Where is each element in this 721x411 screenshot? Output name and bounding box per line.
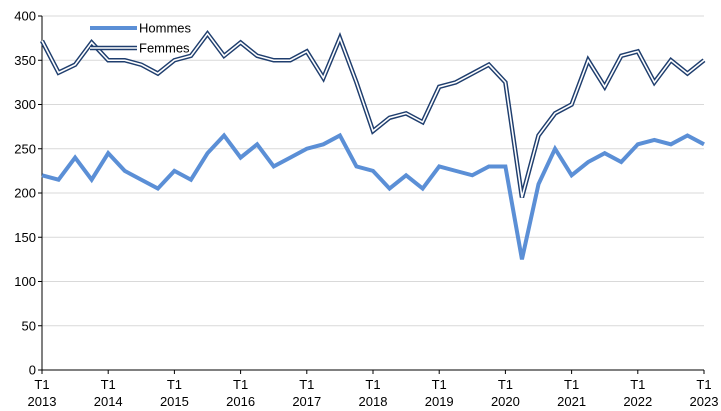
x-tick-label-year: 2015 — [160, 394, 189, 409]
gridlines — [42, 15, 704, 327]
y-tick-label: 200 — [14, 186, 36, 201]
x-tick-label-year: 2020 — [491, 394, 520, 409]
y-tick-label: 100 — [14, 274, 36, 289]
y-tick-label: 50 — [22, 318, 36, 333]
legend-label-hommes: Hommes — [139, 21, 192, 36]
x-tick-label-quarter: T1 — [233, 377, 248, 392]
y-tick-label: 150 — [14, 230, 36, 245]
axes — [38, 15, 705, 374]
x-tick-label-year: 2016 — [226, 394, 255, 409]
x-tick-label-quarter: T1 — [101, 377, 116, 392]
y-tick-label: 350 — [14, 53, 36, 68]
x-tick-label-quarter: T1 — [564, 377, 579, 392]
series-line-hommes — [41, 132, 705, 260]
legend: Hommes Femmes — [90, 21, 192, 56]
x-tick-label-quarter: T1 — [365, 377, 380, 392]
x-tick-labels: T1 2013 T1 2014 T1 2015 T1 2016 T1 2017 T1 2018 T1 20… — [28, 377, 719, 409]
y-tick-label: 0 — [29, 363, 36, 378]
x-tick-label-year: 2014 — [94, 394, 123, 409]
x-tick-label-quarter: T1 — [299, 377, 314, 392]
x-tick-label-quarter: T1 — [432, 377, 447, 392]
x-tick-label-year: 2023 — [690, 394, 719, 409]
x-tick-label-year: 2021 — [557, 394, 586, 409]
y-tick-label: 400 — [14, 9, 36, 24]
x-tick-label-quarter: T1 — [34, 377, 49, 392]
y-tick-labels: 0 50 100 150 200 250 300 350 400 — [14, 9, 36, 378]
x-tick-label-year: 2018 — [359, 394, 388, 409]
x-tick-label-quarter: T1 — [498, 377, 513, 392]
x-tick-label-year: 2017 — [292, 394, 321, 409]
y-tick-label: 300 — [14, 97, 36, 112]
legend-label-femmes: Femmes — [139, 41, 190, 56]
x-tick-label-quarter: T1 — [167, 377, 182, 392]
x-tick-label-quarter: T1 — [630, 377, 645, 392]
y-tick-label: 250 — [14, 141, 36, 156]
x-tick-label-year: 2019 — [425, 394, 454, 409]
series-lines — [40, 29, 706, 260]
x-tick-label-quarter: T1 — [696, 377, 711, 392]
series-line-femmes-inner — [41, 32, 705, 198]
x-tick-label-year: 2022 — [623, 394, 652, 409]
x-tick-label-year: 2013 — [28, 394, 57, 409]
